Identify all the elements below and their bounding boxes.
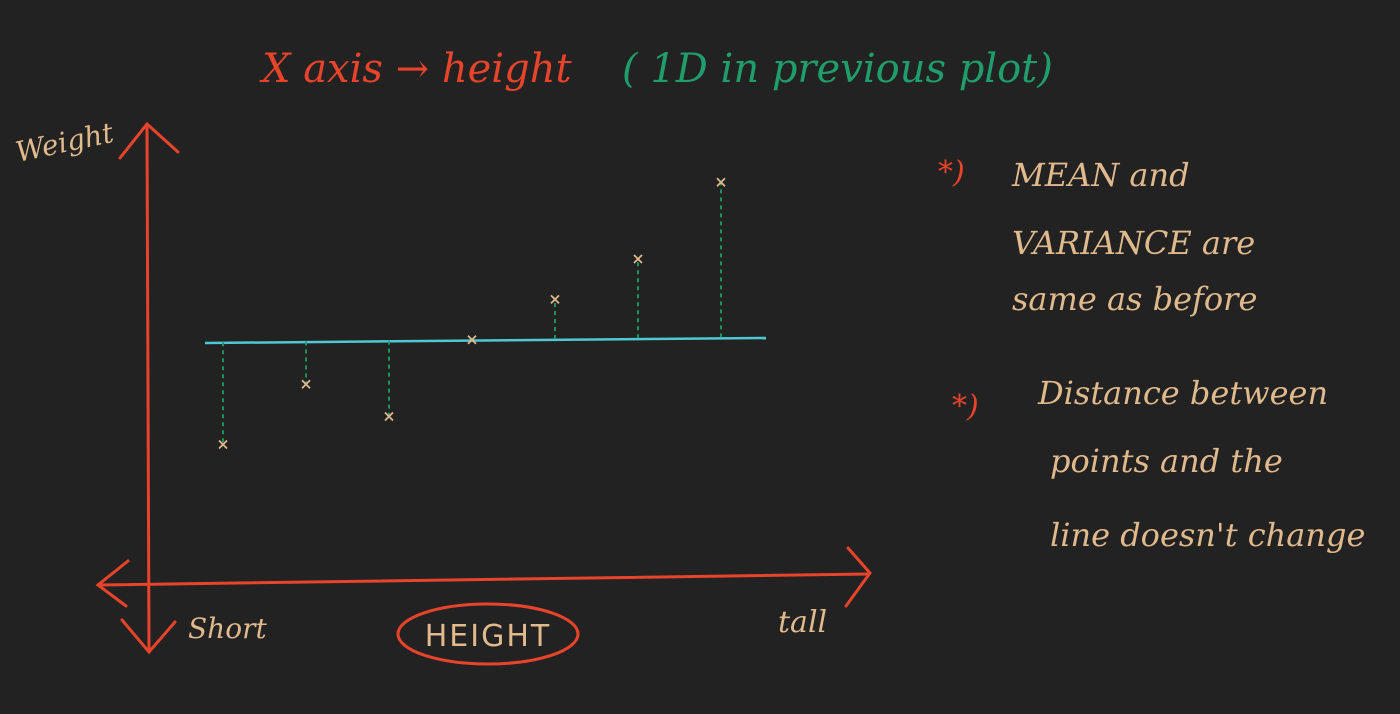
data-point — [384, 411, 394, 422]
x-axis-left-label: Short — [188, 612, 267, 645]
data-point — [467, 335, 477, 345]
note-line: same as before — [1012, 280, 1257, 318]
note-line: line doesn't change — [1050, 516, 1365, 554]
y-axis-label: Weight — [13, 116, 118, 169]
data-point — [301, 379, 311, 389]
data-point — [716, 177, 726, 187]
title-red-part: X axis → height — [259, 46, 572, 92]
note-line: points and the — [1050, 442, 1283, 480]
mean-line — [204, 336, 767, 345]
x-axis-right-label: tall — [778, 605, 827, 640]
x-axis-center-label: HEIGHT — [425, 619, 552, 654]
title-green-part: ( 1D in previous plot) — [622, 46, 1053, 92]
height-label-circle — [396, 602, 580, 666]
plot-area — [204, 177, 767, 450]
data-point — [633, 254, 643, 264]
note-line: MEAN and — [1011, 156, 1190, 194]
note-line: VARIANCE are — [1012, 224, 1255, 262]
data-point — [218, 439, 228, 450]
note-bullet: *) — [938, 155, 965, 190]
note-bullet: *) — [952, 389, 979, 424]
note-line: Distance between — [1037, 374, 1328, 412]
y-axis-arrow — [118, 121, 180, 655]
x-axis-arrow — [95, 546, 872, 608]
notes: *) MEAN and VARIANCE are same as before *) Di… — [938, 155, 1365, 554]
data-point — [550, 294, 560, 305]
